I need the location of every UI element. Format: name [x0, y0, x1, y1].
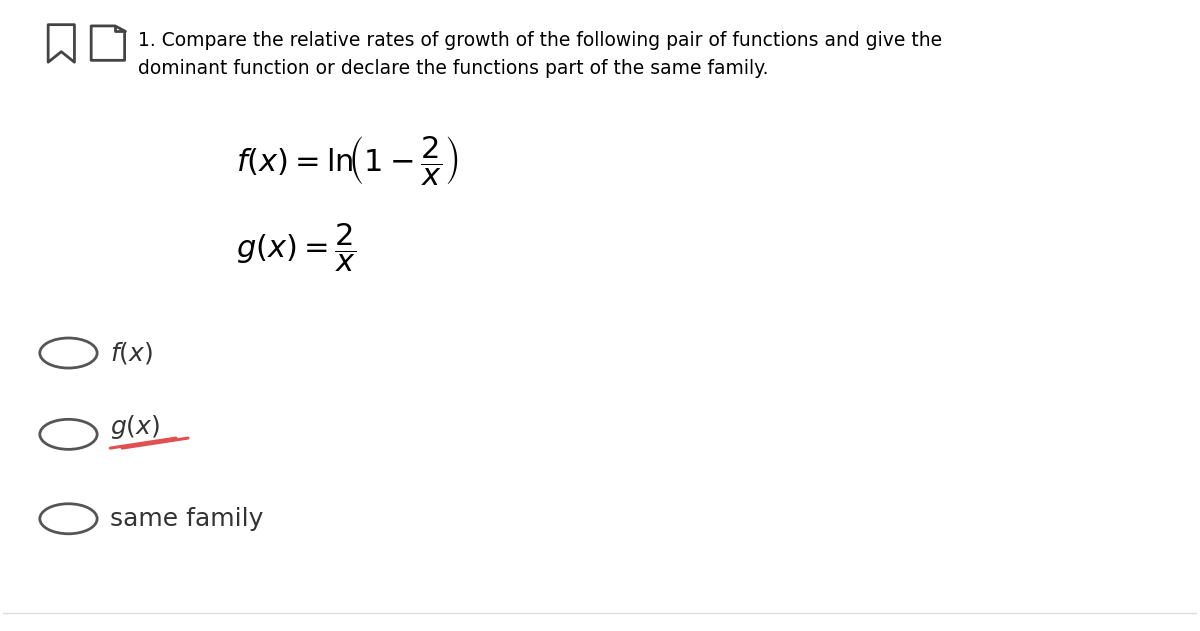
Text: $\mathit{f}(\mathit{x}) = \mathrm{ln}\!\left(1 - \dfrac{2}{\mathit{x}}\right)$: $\mathit{f}(\mathit{x}) = \mathrm{ln}\!\…	[235, 134, 458, 187]
Text: $\mathit{g}(\mathit{x}) = \dfrac{2}{\mathit{x}}$: $\mathit{g}(\mathit{x}) = \dfrac{2}{\mat…	[235, 221, 355, 274]
Text: 1. Compare the relative rates of growth of the following pair of functions and g: 1. Compare the relative rates of growth …	[138, 31, 942, 50]
Text: dominant function or declare the functions part of the same family.: dominant function or declare the functio…	[138, 59, 768, 78]
Text: same family: same family	[110, 507, 264, 531]
Text: $\mathit{f}(\mathit{x})$: $\mathit{f}(\mathit{x})$	[110, 340, 154, 366]
Text: $\mathit{g}(\mathit{x})$: $\mathit{g}(\mathit{x})$	[110, 413, 161, 441]
